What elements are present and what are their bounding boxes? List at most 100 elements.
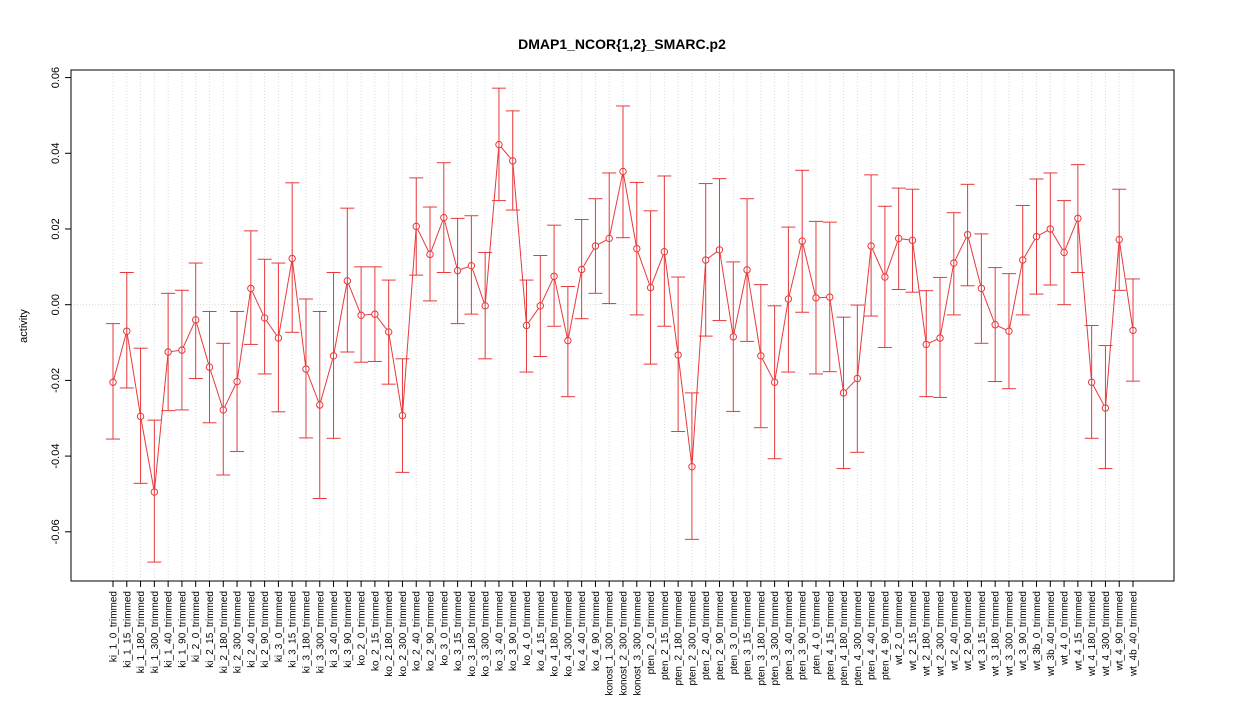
- data-point: [660, 247, 669, 256]
- series-line-segment: [1051, 231, 1063, 250]
- x-tick-label: wt_4_0_trimmed: [1060, 591, 1071, 666]
- series-line-segment: [251, 291, 264, 316]
- series-line-segment: [554, 279, 568, 338]
- series-line-segment: [691, 263, 706, 464]
- x-tick-label: wt_2_15_trimmed: [908, 591, 919, 671]
- x-tick-label: pten_2_0_trimmed: [646, 591, 657, 674]
- x-tick-label: ko_4_15_trimmed: [536, 591, 547, 671]
- series-line-segment: [140, 419, 155, 489]
- x-tick-label: pten_2_90_trimmed: [715, 591, 726, 680]
- x-tick-label: pten_2_300_trimmed: [687, 591, 698, 686]
- series-line-segment: [527, 308, 539, 324]
- x-tick-label: ki_1_15_trimmed: [122, 591, 133, 668]
- series-line-segment: [376, 316, 388, 330]
- y-tick-label: -0.06: [50, 519, 62, 544]
- series-line-segment: [209, 370, 223, 408]
- series-line-segment: [747, 272, 761, 353]
- x-tick-label: wt_2_300_trimmed: [936, 591, 947, 677]
- data-point: [605, 234, 613, 243]
- data-point: [853, 374, 862, 383]
- data-point: [357, 311, 365, 319]
- series-line-segment: [967, 237, 982, 286]
- x-tick-label: wt_4_300_trimmed: [1101, 591, 1112, 677]
- data-point: [1115, 235, 1123, 244]
- series-line-segment: [154, 355, 169, 489]
- x-tick-label: wt_4b_40_trimmed: [1129, 591, 1140, 677]
- x-tick-label: wt_4_15_trimmed: [1073, 591, 1084, 671]
- data-point: [550, 272, 558, 280]
- series-line-segment: [430, 220, 444, 252]
- x-tick-label: pten_3_300_trimmed: [770, 591, 781, 686]
- series-line-segment: [1105, 242, 1120, 405]
- data-point: [316, 401, 324, 409]
- series-line-segment: [171, 350, 179, 353]
- data-point: [302, 365, 310, 373]
- data-point: [812, 294, 820, 302]
- x-tick-label: ki_1_0_trimmed: [109, 591, 120, 662]
- data-point: [453, 266, 462, 275]
- x-tick-label: pten_4_90_trimmed: [880, 591, 891, 680]
- data-point: [495, 140, 503, 149]
- data-point: [1060, 248, 1068, 257]
- x-tick-label: pten_3_40_trimmed: [784, 591, 795, 680]
- x-tick-label: ko_3_90_trimmed: [508, 591, 519, 671]
- data-point: [509, 157, 517, 165]
- data-point: [908, 236, 917, 245]
- data-point: [770, 378, 779, 386]
- data-point: [178, 346, 186, 354]
- axes-group: -0.06 -0.04 -0.02 0.00 0.02 0.04 0.06 ki_1_0_tr…: [50, 67, 1175, 696]
- data-point: [371, 310, 379, 318]
- data-point: [1101, 404, 1110, 412]
- series-line-segment: [678, 358, 693, 464]
- x-tick-label: pten_4_0_trimmed: [811, 591, 822, 674]
- series-line-segment: [788, 244, 802, 297]
- x-tick-label: pten_3_90_trimmed: [798, 591, 809, 680]
- data-point: [1005, 327, 1013, 335]
- data-point: [591, 242, 600, 250]
- series-line-segment: [857, 249, 872, 376]
- x-tick-label: wt_3b_40_trimmed: [1046, 591, 1057, 677]
- data-point: [164, 348, 172, 356]
- x-tick-label: ko_4_300_trimmed: [563, 591, 574, 677]
- series-line-segment: [1064, 221, 1078, 250]
- series-line-segment: [460, 266, 469, 271]
- series-line-segment: [224, 384, 237, 408]
- series-line-segment: [512, 163, 527, 323]
- x-tick-label: ki_1_40_trimmed: [164, 591, 175, 668]
- data-point: [329, 352, 338, 360]
- series-line-segment: [126, 334, 141, 414]
- series-line-segment: [266, 320, 278, 336]
- x-tick-label: ki_1_90_trimmed: [177, 591, 188, 668]
- x-tick-label: pten_3_0_trimmed: [729, 591, 740, 674]
- series-line-segment: [402, 229, 417, 413]
- series-line-segment: [871, 248, 885, 275]
- y-tick-label: -0.04: [50, 444, 62, 469]
- series-line-segment: [444, 220, 458, 268]
- data-point: [881, 273, 889, 281]
- series-line-segment: [500, 146, 512, 159]
- x-tick-label: ki_2_90_trimmed: [260, 591, 271, 668]
- x-tick-label: ko_2_0_trimmed: [357, 591, 368, 665]
- data-point: [702, 256, 710, 264]
- x-tick-label: ki_3_15_trimmed: [288, 591, 299, 668]
- series-line-segment: [541, 278, 554, 304]
- data-point: [536, 302, 544, 310]
- data-point: [109, 378, 117, 386]
- x-tick-label: ki_1_180_trimmed: [136, 591, 147, 673]
- series-line-segment: [623, 174, 637, 246]
- x-tick-label: ki_3_90_trimmed: [343, 591, 354, 668]
- data-point: [991, 321, 999, 329]
- data-point: [1046, 225, 1054, 233]
- x-tick-label: pten_3_15_trimmed: [743, 591, 754, 680]
- series-line-segment: [582, 248, 595, 267]
- data-point: [123, 327, 131, 335]
- x-tick-label: pten_3_180_trimmed: [756, 591, 767, 686]
- data-point: [247, 284, 255, 293]
- series-line-segment: [829, 300, 844, 390]
- data-point: [260, 314, 269, 322]
- data-point: [233, 377, 241, 386]
- data-point: [729, 333, 737, 341]
- series-line-segment: [954, 237, 967, 261]
- data-point: [674, 351, 682, 359]
- series-line-segment: [1077, 221, 1092, 380]
